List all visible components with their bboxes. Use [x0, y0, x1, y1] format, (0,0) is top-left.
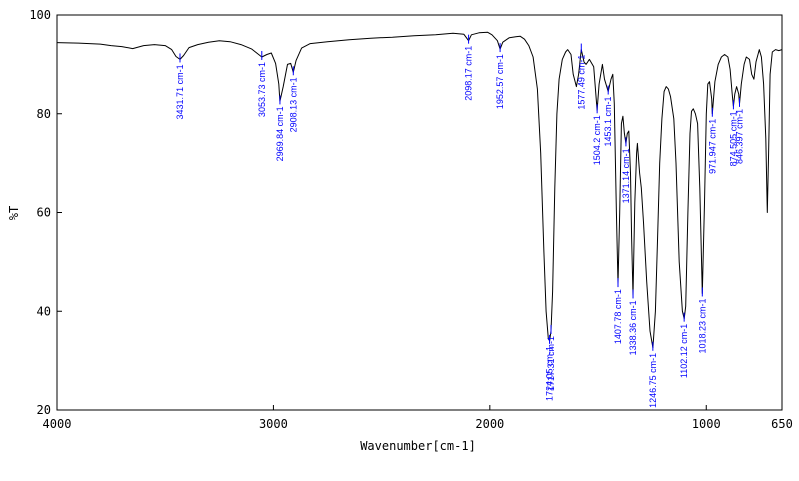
- y-tick-label: 80: [37, 107, 51, 121]
- peak-annotation: 2908.13 cm-1: [288, 66, 298, 132]
- peak-label: 1504.2 cm-1: [592, 115, 602, 165]
- peak-label: 3053.73 cm-1: [257, 62, 267, 117]
- x-tick-label: 650: [771, 417, 793, 431]
- peak-label: 874.505 cm-1: [728, 111, 738, 166]
- peak-annotation: 1717.31 cm-1: [546, 325, 556, 391]
- peak-label: 1407.78 cm-1: [613, 289, 623, 344]
- peak-label: 846.397 cm-1: [734, 109, 744, 164]
- peak-label: 2908.13 cm-1: [288, 77, 298, 132]
- peak-annotation: 971.947 cm-1: [707, 107, 717, 174]
- peak-label: 1717.31 cm-1: [546, 336, 556, 391]
- peak-label: 1453.1 cm-1: [603, 97, 613, 147]
- peak-annotation: 1102.12 cm-1: [679, 312, 689, 378]
- peak-annotation: 1018.23 cm-1: [697, 287, 707, 354]
- peak-label: 971.947 cm-1: [707, 119, 717, 174]
- x-tick-label: 4000: [43, 417, 72, 431]
- x-tick-label: 3000: [259, 417, 288, 431]
- peak-label: 1018.23 cm-1: [697, 298, 707, 353]
- plot-frame: [56, 14, 783, 411]
- peak-label: 2098.17 cm-1: [464, 46, 474, 101]
- y-tick-label: 40: [37, 304, 51, 318]
- peak-label: 1577.49 cm-1: [576, 55, 586, 110]
- peak-annotation: 1371.14 cm-1: [621, 137, 631, 203]
- peak-annotations: 3431.71 cm-1 3053.73 cm-1 2969.84 cm-12908…: [175, 34, 744, 408]
- peak-annotation: 1407.78 cm-1: [613, 278, 623, 344]
- peak-annotation: 1504.2 cm-1: [592, 104, 602, 165]
- peak-label: 2969.84 cm-1: [275, 106, 285, 161]
- peak-annotation: 846.397 cm-1: [734, 97, 744, 164]
- y-tick-labels: 100 80 60 40 20: [29, 8, 51, 417]
- y-tick-label: 20: [37, 403, 51, 417]
- x-tick-label: 1000: [692, 417, 721, 431]
- peak-label: 1102.12 cm-1: [679, 324, 689, 378]
- spectrum-line: [56, 31, 783, 349]
- y-axis-title: %T: [7, 206, 21, 220]
- peak-label: 1952.57 cm-1: [495, 54, 505, 109]
- peak-annotation: 1453.1 cm-1: [603, 85, 613, 147]
- peak-annotation: 1338.36 cm-1: [628, 289, 638, 355]
- peak-label: 1246.75 cm-1: [648, 353, 658, 408]
- y-tick-label: 100: [29, 8, 51, 22]
- x-axis-title: Wavenumber[cm-1]: [360, 439, 476, 453]
- peak-annotation: 1724.05 cm-1: [545, 334, 555, 401]
- peak-annotation: 1952.57 cm-1: [495, 43, 505, 109]
- x-tick-labels: 4000 3000 2000 1000 650: [43, 417, 793, 431]
- peak-annotation: 1577.49 cm-1: [576, 43, 586, 110]
- peak-annotation: 3053.73 cm-1: [257, 50, 267, 117]
- y-tick-label: 60: [37, 206, 51, 220]
- peak-annotation: 1246.75 cm-1: [648, 341, 658, 408]
- peak-annotation: 874.505 cm-1: [728, 100, 738, 166]
- axes: [56, 14, 783, 411]
- peak-annotation: 2969.84 cm-1: [275, 95, 285, 161]
- x-tick-label: 2000: [475, 417, 504, 431]
- peak-label: 1724.05 cm-1: [545, 346, 555, 401]
- tick-marks: [56, 14, 783, 411]
- peak-annotation: 2098.17 cm-1: [464, 34, 474, 101]
- peak-label: 3431.71 cm-1: [175, 64, 185, 119]
- peak-label: 1338.36 cm-1: [628, 300, 638, 355]
- peak-annotation: 3431.71 cm-1: [175, 53, 185, 119]
- peak-label: 1371.14 cm-1: [621, 148, 631, 203]
